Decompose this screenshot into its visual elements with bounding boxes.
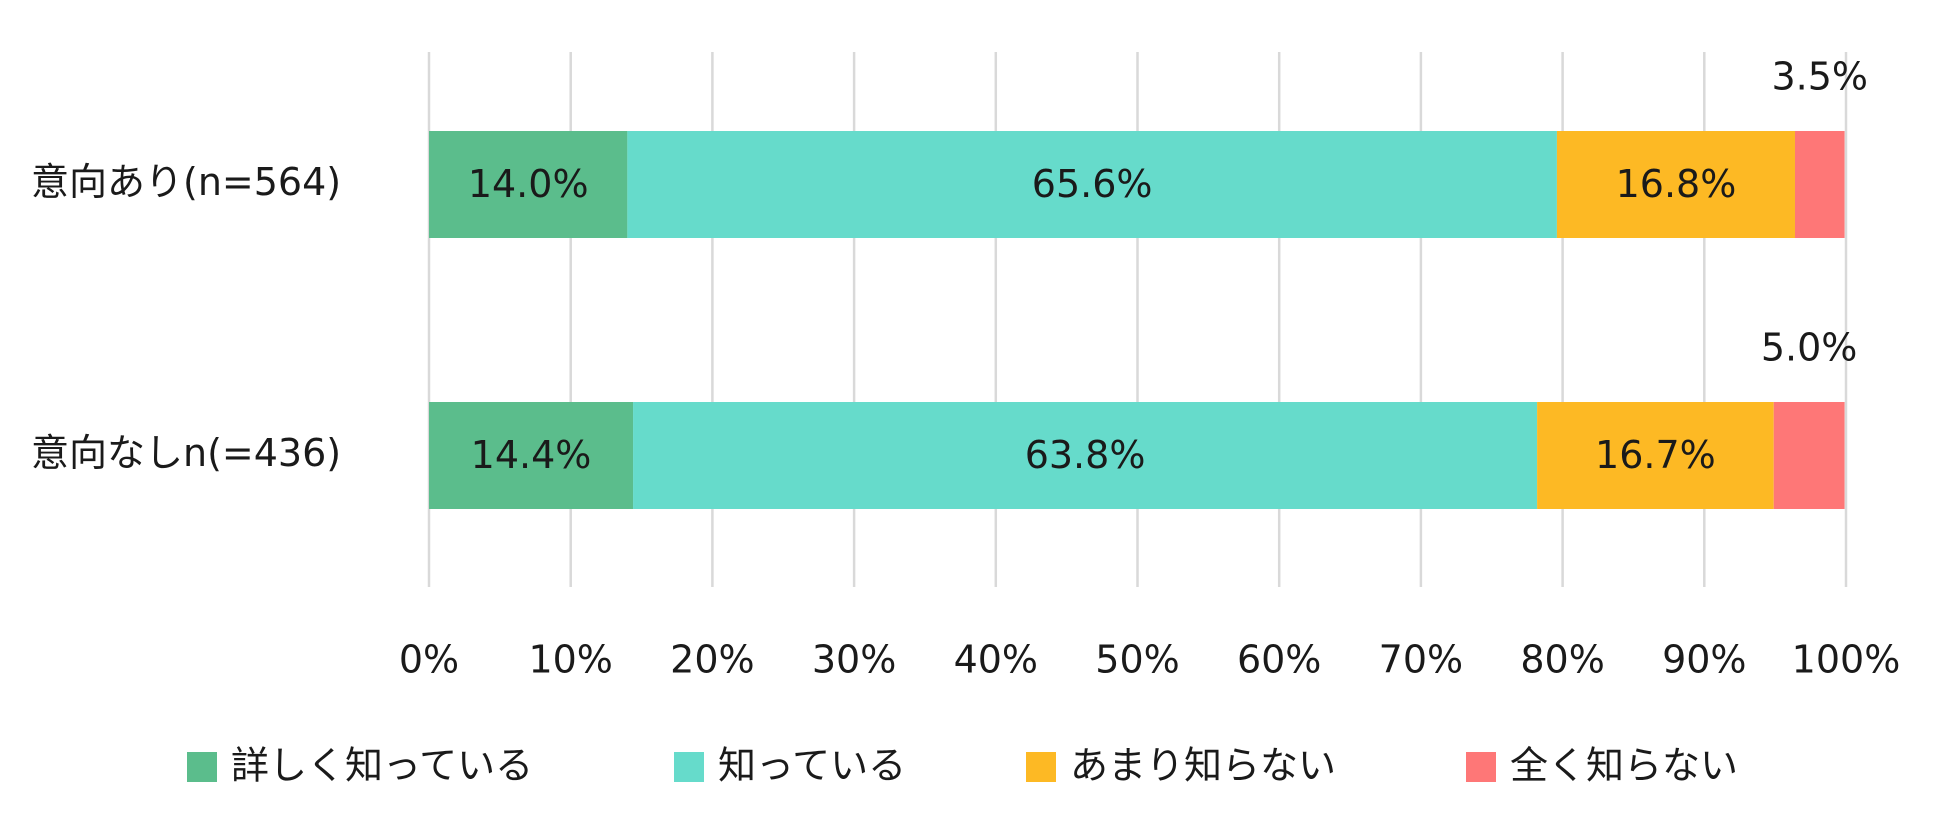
- x-tick-label: 70%: [1379, 638, 1463, 682]
- x-tick-label: 10%: [528, 638, 612, 682]
- x-tick-label: 60%: [1237, 638, 1321, 682]
- value-label: 65.6%: [1032, 162, 1153, 206]
- x-tick-label: 40%: [954, 638, 1038, 682]
- x-tick-label: 80%: [1520, 638, 1604, 682]
- legend-swatch: [187, 752, 217, 782]
- x-tick-label: 20%: [670, 638, 754, 682]
- bar-segment: [1556, 131, 1795, 238]
- legend-swatch: [1026, 752, 1056, 782]
- bar-segment: [429, 131, 628, 238]
- bar-segment: [429, 402, 634, 509]
- value-label: 3.5%: [1772, 55, 1869, 99]
- value-label: 16.8%: [1616, 162, 1737, 206]
- bar-segment: [633, 402, 1538, 509]
- legend-label: 全く知らない: [1510, 744, 1738, 788]
- category-label: 意向なしn(=436): [31, 431, 341, 475]
- x-tick-label: 90%: [1662, 638, 1746, 682]
- x-tick-label: 0%: [399, 638, 459, 682]
- x-tick-label: 30%: [812, 638, 896, 682]
- bar-segment: [1773, 402, 1845, 509]
- bar-segment: [1537, 402, 1774, 509]
- category-label: 意向あり(n=564): [31, 160, 341, 204]
- value-label: 14.4%: [471, 433, 592, 477]
- bar-segment: [627, 131, 1557, 238]
- value-label: 14.0%: [468, 162, 589, 206]
- legend-swatch: [674, 752, 704, 782]
- x-tick-label: 50%: [1095, 638, 1179, 682]
- legend-label: あまり知らない: [1070, 744, 1336, 788]
- legend-swatch: [1466, 752, 1496, 782]
- value-label: 63.8%: [1025, 433, 1146, 477]
- bar-segment: [1794, 131, 1845, 238]
- value-label: 16.7%: [1595, 433, 1716, 477]
- x-tick-label: 100%: [1792, 638, 1901, 682]
- value-label: 5.0%: [1761, 326, 1858, 370]
- legend-label: 詳しく知っている: [231, 744, 533, 788]
- legend-label: 知っている: [718, 744, 906, 788]
